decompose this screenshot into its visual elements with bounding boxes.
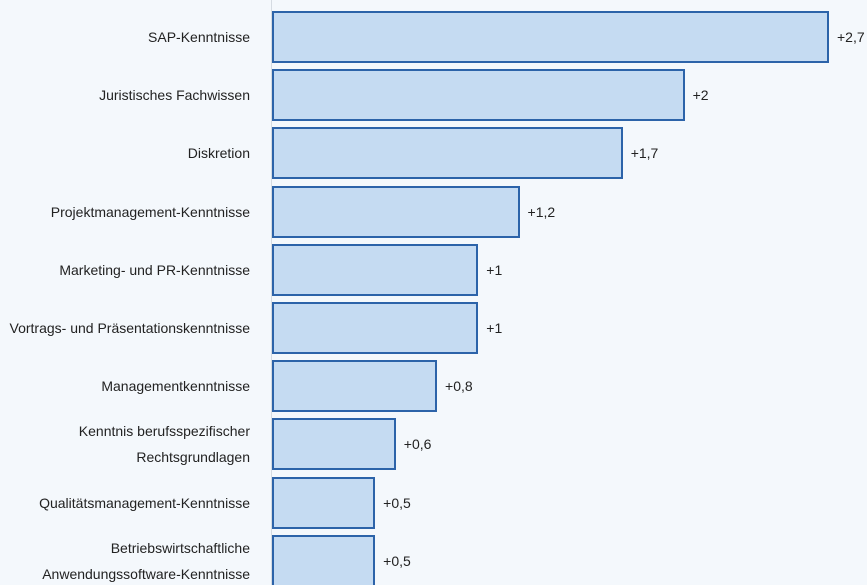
axis-line bbox=[271, 0, 272, 585]
category-label: Juristisches Fachwissen bbox=[99, 87, 250, 104]
category-label: Projektmanagement-Kenntnisse bbox=[50, 203, 250, 220]
value-label: +1 bbox=[486, 320, 503, 336]
value-label: +2 bbox=[692, 87, 709, 104]
value-label: +1,2 bbox=[527, 203, 556, 220]
category-label: Qualitätsmanagement-Kenntnisse bbox=[39, 494, 250, 511]
value-label: +0,5 bbox=[383, 552, 411, 569]
bar bbox=[272, 418, 396, 471]
value-label: +1 bbox=[486, 261, 503, 278]
category-label: Diskretion bbox=[187, 145, 250, 162]
category-label: Marketing- und PR-Kenntnisse bbox=[59, 261, 250, 278]
value-label: +1,7 bbox=[630, 145, 659, 162]
value-label: +2,7 bbox=[837, 29, 865, 45]
bar bbox=[272, 127, 623, 180]
bar bbox=[272, 69, 685, 122]
value-label: +0,5 bbox=[383, 494, 411, 511]
bar bbox=[272, 11, 829, 63]
value-label: +0,6 bbox=[403, 436, 432, 453]
category-label: Vortrags- und Präsentationskenntnisse bbox=[9, 320, 250, 336]
bar bbox=[272, 185, 520, 238]
bar bbox=[272, 476, 376, 529]
category-label: Kenntnis berufsspezifischer Rechtsgrundl… bbox=[78, 423, 250, 466]
bar bbox=[272, 302, 479, 354]
category-label: SAP-Kenntnisse bbox=[148, 29, 250, 45]
bar bbox=[272, 360, 438, 413]
bar bbox=[272, 534, 376, 585]
category-label: Betriebswirtschaftliche Anwendungssoftwa… bbox=[42, 539, 250, 582]
value-label: +0,8 bbox=[445, 378, 473, 395]
category-label: Managementkenntnisse bbox=[101, 378, 250, 395]
bar bbox=[272, 243, 479, 296]
